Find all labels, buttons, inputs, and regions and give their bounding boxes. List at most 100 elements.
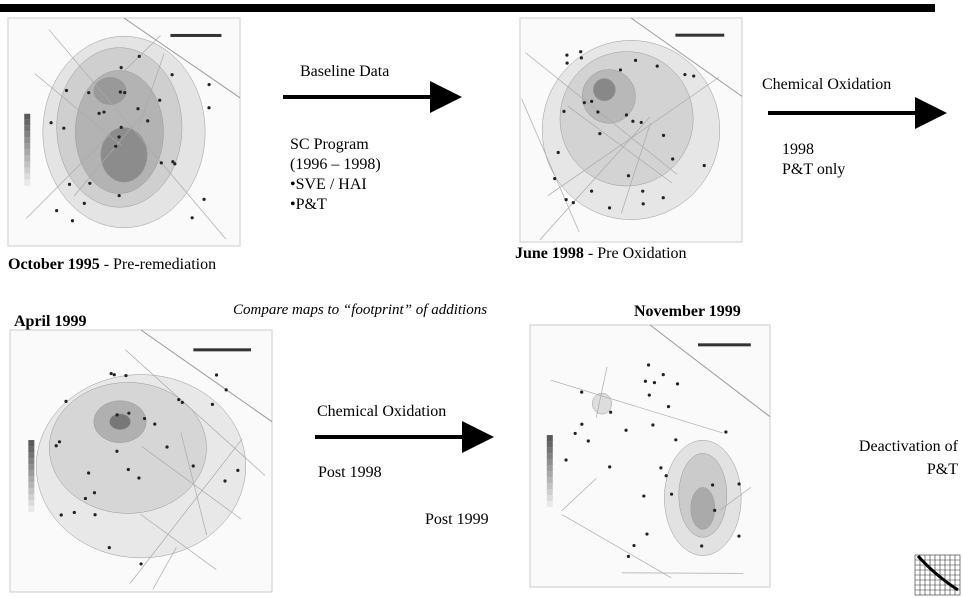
legend-swatch [28,464,35,471]
well [674,438,678,442]
well [661,373,665,377]
well [564,198,568,202]
well [207,82,211,87]
legend-swatch [546,483,553,490]
well [82,201,86,205]
plume-contour [93,77,127,105]
well [702,163,706,168]
map-title: June 1998 [515,245,584,262]
well [647,393,651,397]
well [139,562,143,566]
well [158,98,162,102]
road [140,329,273,423]
well [115,413,119,417]
well [646,363,651,367]
legend-swatch [546,471,553,478]
road [525,52,678,175]
well [124,373,128,378]
well [598,132,602,136]
well [565,53,569,57]
well [92,491,97,495]
legend-swatch [546,495,553,502]
scale-bar [193,348,252,352]
legend-swatch [24,143,31,150]
well [55,208,59,213]
well [67,182,72,186]
well [669,492,674,496]
note-line: (1996 – 1998) [290,156,381,173]
plume-contour [559,51,694,187]
road [595,366,608,418]
well [641,189,645,193]
plume-contour [100,127,148,183]
well [87,91,91,95]
well [109,371,113,376]
arrow-label: Chemical Oxidation [762,76,892,93]
road [719,486,752,511]
plume-contour [593,78,616,102]
well [579,50,583,54]
legend-swatch [28,446,35,453]
legend-swatch [24,137,31,144]
legend-swatch [24,119,31,126]
legend-swatch [546,435,553,442]
legend-swatch [546,453,553,460]
well [652,380,657,385]
well [59,513,63,517]
well [571,201,575,205]
well [62,126,66,130]
well [70,219,75,223]
note-line: SC Program [290,136,369,153]
road [140,513,217,570]
well [223,479,227,483]
road [152,547,177,590]
note-line: Deactivation of [858,438,958,455]
legend-swatch [24,173,31,180]
well [590,99,594,103]
arrow-label: Chemical Oxidation [317,403,447,420]
well [607,206,612,210]
well [661,133,666,138]
note-line: •P&T [290,196,327,213]
well [643,379,648,383]
map-subtitle: - Pre-remediation [103,256,217,273]
well [655,64,659,68]
well [115,449,119,453]
legend-swatch [24,113,31,120]
map-frame [529,324,771,588]
legend-swatch [28,494,35,501]
well [671,157,675,161]
well [107,546,111,550]
well [626,554,631,558]
well [202,197,206,201]
plume-contour [49,382,207,514]
well [608,465,612,469]
well [580,390,584,394]
plume-contour [690,487,716,530]
well [565,61,569,65]
scale-bar [675,33,725,37]
well [118,90,122,94]
legend-swatch [28,476,35,483]
well [190,216,194,220]
road [561,478,597,511]
well [675,382,680,386]
well [683,72,687,77]
road [180,432,208,536]
well [586,439,590,443]
well [87,471,91,475]
well [165,445,169,449]
well [102,110,106,114]
map-caption: June 1998 - Pre Oxidation [515,244,687,264]
well [171,160,175,164]
well [117,135,121,139]
well [112,373,116,377]
scale-bar [698,343,751,347]
well [661,196,665,200]
well [631,119,635,123]
road [561,514,672,579]
well [126,467,130,472]
well [93,513,97,517]
note-line: P&T only [782,161,846,178]
site-map [7,17,241,247]
